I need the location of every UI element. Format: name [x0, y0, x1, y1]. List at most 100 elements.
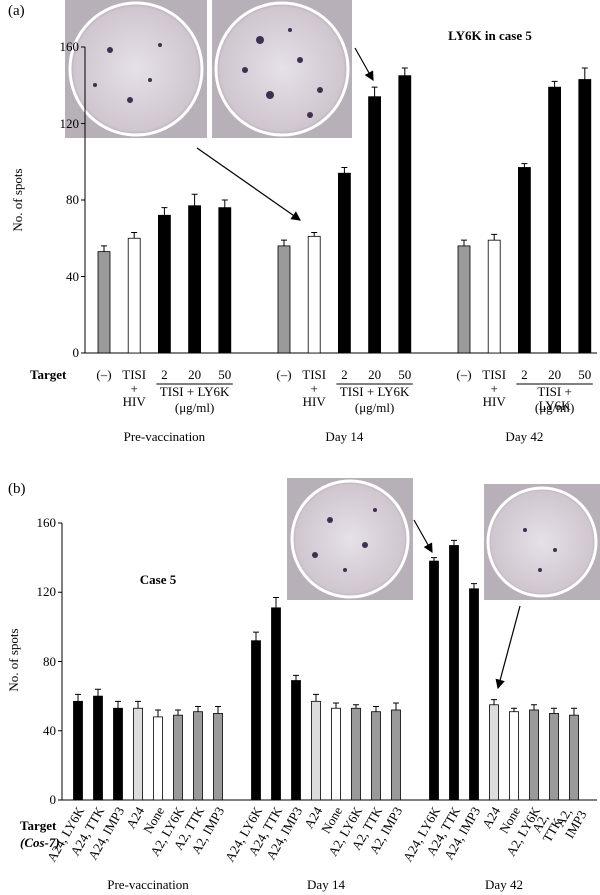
error-bar — [471, 583, 477, 589]
y-tick-label: 40 — [43, 722, 56, 738]
error-bar — [191, 193, 198, 206]
error-bar — [131, 232, 138, 239]
bar — [218, 207, 232, 354]
error-bar — [551, 80, 558, 88]
bar — [251, 640, 261, 801]
x-tick-label: 20 — [548, 367, 562, 382]
bar — [371, 711, 381, 801]
bar — [331, 707, 341, 801]
error-bar — [101, 245, 107, 252]
bar — [311, 700, 321, 801]
bar — [518, 167, 531, 354]
y-tick-label: 120 — [59, 115, 80, 131]
error-bar — [253, 631, 259, 641]
bar — [173, 714, 183, 801]
error-bar — [135, 700, 141, 709]
bar — [351, 707, 361, 801]
bar — [529, 709, 539, 801]
bar — [487, 239, 501, 354]
error-bar — [75, 693, 81, 702]
bar — [368, 96, 382, 354]
panel-label: (a) — [8, 3, 25, 19]
x-axis-sublabel: (Cos-7) — [20, 835, 60, 850]
category-group-label: TISI + LY6K — [339, 384, 410, 399]
group-label: Day 14 — [307, 877, 345, 892]
error-bar — [431, 557, 437, 562]
y-tick-label: 120 — [36, 584, 57, 600]
bar — [93, 695, 103, 801]
x-tick-label: (–) — [276, 367, 292, 382]
group-label: Day 42 — [485, 877, 523, 892]
bar — [578, 79, 592, 354]
error-bar — [281, 239, 287, 246]
x-tick-label: 50 — [398, 367, 412, 382]
group-label: Pre-vaccination — [123, 429, 206, 444]
bar — [489, 704, 499, 801]
error-bar — [531, 704, 537, 710]
error-bar — [491, 699, 497, 705]
error-bar — [175, 709, 181, 716]
error-bar — [95, 688, 101, 697]
category-unit: (μg/ml) — [174, 400, 215, 415]
x-tick-label: 50 — [218, 367, 232, 382]
error-bar — [401, 67, 408, 76]
error-bar — [511, 707, 517, 712]
y-tick-label: 160 — [59, 39, 80, 55]
error-bar — [313, 693, 319, 702]
error-bar — [371, 86, 378, 97]
bar — [157, 214, 171, 354]
bar — [291, 680, 301, 801]
y-axis-label: No. of spots — [10, 168, 26, 232]
error-bar — [215, 706, 221, 714]
bar — [213, 713, 223, 801]
y-tick-label: 40 — [66, 268, 79, 284]
y-tick-label: 80 — [66, 192, 79, 208]
x-tick-label: TISI + HIV — [122, 367, 147, 410]
error-bar — [311, 232, 318, 237]
x-tick-label: TISI + HIV — [482, 367, 507, 410]
error-bar — [373, 706, 379, 712]
bar — [548, 86, 561, 354]
group-label: Day 14 — [325, 429, 364, 444]
bar — [193, 711, 203, 801]
bar — [457, 245, 471, 354]
category-group-label: TISI + LY6K — [537, 384, 572, 413]
error-bar — [571, 707, 577, 716]
bar — [97, 251, 111, 354]
error-bar — [333, 702, 339, 709]
error-bar — [273, 596, 279, 608]
error-bar — [155, 709, 161, 717]
error-bar — [461, 239, 467, 246]
x-axis-label: Target — [20, 818, 57, 833]
bar — [449, 545, 459, 801]
bar — [277, 245, 291, 354]
y-axis-label: No. of spots — [6, 628, 22, 692]
bar — [188, 205, 202, 354]
x-tick-label: 2 — [341, 367, 348, 382]
bar — [113, 707, 123, 801]
x-tick-label: (–) — [96, 367, 112, 382]
error-bar — [521, 163, 528, 168]
annotation: Case 5 — [139, 572, 177, 588]
x-tick-label: 2 — [161, 367, 168, 382]
error-bar — [221, 199, 228, 208]
bar — [569, 714, 579, 801]
bar — [469, 588, 479, 801]
error-bar — [451, 539, 457, 546]
bar — [153, 716, 163, 801]
category-group-label: TISI + LY6K — [159, 384, 230, 399]
bar — [429, 560, 439, 801]
category-unit: (μg/ml) — [534, 400, 575, 415]
x-tick-label: 50 — [578, 367, 592, 382]
x-tick-label: 20 — [368, 367, 382, 382]
error-bar — [581, 67, 588, 80]
category-unit: (μg/ml) — [354, 400, 395, 415]
bar — [73, 700, 83, 801]
y-tick-label: 160 — [36, 515, 57, 531]
bar — [271, 607, 281, 801]
bar — [549, 713, 559, 801]
error-bar — [195, 706, 201, 712]
x-tick-label: 2 — [521, 367, 528, 382]
